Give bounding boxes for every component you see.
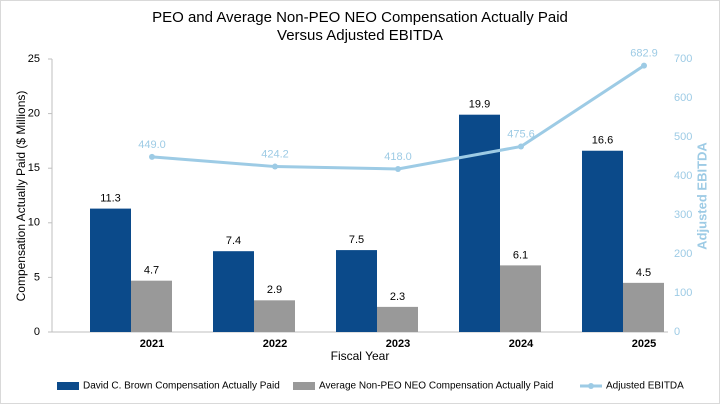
bar-value-label: 6.1 <box>513 249 528 261</box>
bar <box>131 280 172 332</box>
bar <box>377 306 418 332</box>
bar-value-label: 16.6 <box>592 135 613 147</box>
bar <box>459 114 500 332</box>
chart-title: Versus Adjusted EBITDA <box>277 27 443 44</box>
line-point <box>149 153 155 160</box>
x-tick-label: 2022 <box>263 338 287 350</box>
y2-tick-label: 500 <box>674 131 692 143</box>
line-point <box>272 163 278 170</box>
line-value-label: 418.0 <box>384 151 412 163</box>
y-axis-label: Compensation Actually Paid ($ Millions) <box>14 91 28 302</box>
bar <box>90 208 131 332</box>
line-point <box>395 165 401 172</box>
bar-value-label: 2.3 <box>390 291 405 303</box>
y2-axis-label: Adjusted EBITDA <box>694 142 709 250</box>
bar <box>336 250 377 332</box>
chart-title: PEO and Average Non-PEO NEO Compensation… <box>152 9 568 26</box>
bar <box>500 265 541 332</box>
bar <box>254 300 295 332</box>
y2-tick-label: 400 <box>674 170 692 182</box>
legend-swatch <box>57 382 79 390</box>
y-tick-label: 10 <box>28 217 40 229</box>
line-point <box>641 62 647 69</box>
y2-tick-label: 300 <box>674 209 692 221</box>
line-value-label: 449.0 <box>138 139 166 151</box>
bar-value-label: 4.7 <box>144 265 159 277</box>
bar <box>213 251 254 332</box>
y2-tick-label: 700 <box>674 53 692 65</box>
bar <box>623 282 664 332</box>
line-value-label: 682.9 <box>630 48 658 60</box>
bar-value-label: 11.3 <box>100 193 121 205</box>
y-tick-label: 0 <box>34 326 40 338</box>
y-tick-label: 20 <box>28 108 40 120</box>
bar-value-label: 7.4 <box>226 235 241 247</box>
x-tick-label: 2025 <box>632 338 656 350</box>
y2-tick-label: 200 <box>674 248 692 260</box>
line-value-label: 424.2 <box>261 148 289 160</box>
legend-swatch <box>293 382 315 390</box>
x-axis-label: Fiscal Year <box>331 349 390 363</box>
y-tick-label: 5 <box>34 271 40 283</box>
y-tick-label: 15 <box>28 162 40 174</box>
legend-label: Average Non-PEO NEO Compensation Actuall… <box>319 381 553 392</box>
legend-label: Adjusted EBITDA <box>606 381 684 392</box>
x-tick-label: 2023 <box>386 338 410 350</box>
bar-value-label: 7.5 <box>349 234 364 246</box>
legend-swatch <box>588 383 594 389</box>
bar-value-label: 19.9 <box>469 99 490 111</box>
y2-tick-label: 0 <box>674 326 680 338</box>
bar-value-label: 4.5 <box>636 267 651 279</box>
legend-label: David C. Brown Compensation Actually Pai… <box>83 381 280 392</box>
x-tick-label: 2021 <box>140 338 164 350</box>
bar-value-label: 2.9 <box>267 284 282 296</box>
line-point <box>518 143 524 150</box>
y-tick-label: 25 <box>28 53 40 65</box>
y2-tick-label: 600 <box>674 92 692 104</box>
line-value-label: 475.6 <box>507 128 535 140</box>
y2-tick-label: 100 <box>674 287 692 299</box>
x-tick-label: 2024 <box>509 338 534 350</box>
bar <box>582 150 623 332</box>
